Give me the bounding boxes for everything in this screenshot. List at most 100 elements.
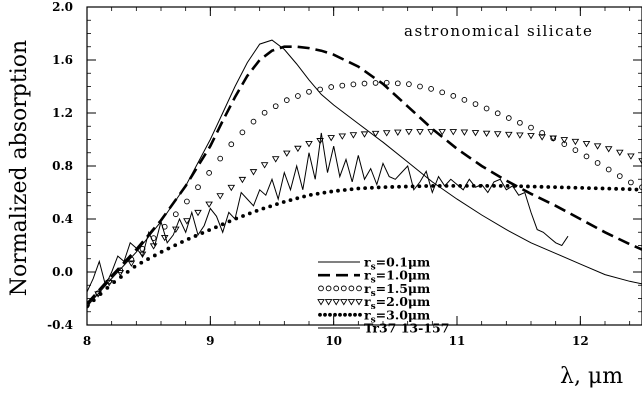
series-4-point — [87, 304, 89, 309]
legend-swatch — [358, 312, 362, 317]
series-4-point — [91, 298, 96, 303]
series-3-point — [371, 130, 380, 138]
series-3-point — [183, 218, 191, 225]
series-3-point — [471, 130, 480, 137]
series-2-point — [328, 84, 335, 90]
series-4-point — [539, 184, 544, 189]
series-4-point — [132, 264, 137, 269]
series-4-point — [370, 185, 374, 190]
series-4-point — [302, 194, 306, 199]
series-2-point — [428, 86, 434, 92]
series-4-point — [546, 185, 551, 189]
series-4-point — [295, 196, 300, 201]
series-4-point — [356, 186, 361, 191]
series-3-point — [505, 131, 513, 139]
series-2-point — [195, 184, 201, 191]
series-4-point — [620, 187, 625, 191]
y-axis-title: Normalized absorption — [7, 40, 32, 296]
series-2-point — [217, 155, 224, 162]
series-4-point — [593, 186, 598, 191]
series-3-point — [294, 145, 302, 153]
series-4-point — [98, 292, 103, 296]
legend-label-value: =2.0μm — [376, 294, 431, 309]
legend-item: rs=1.0μm — [318, 268, 430, 286]
series-2-point — [594, 160, 601, 166]
series-4-point — [627, 187, 632, 192]
series-2-point — [483, 105, 490, 112]
legend-swatch — [340, 285, 347, 292]
series-3-point — [327, 135, 335, 142]
series-4-point — [519, 184, 524, 189]
series-3-point — [493, 131, 502, 138]
series-4-point — [383, 185, 388, 190]
series-3-point — [549, 135, 557, 142]
series-4-point — [403, 184, 408, 189]
legend-label-main: r — [364, 294, 371, 309]
series-2-point — [494, 110, 501, 117]
series-3-point — [249, 169, 258, 176]
series-4-point — [390, 185, 395, 189]
series-4-point — [105, 285, 110, 290]
legend-swatch — [348, 285, 355, 292]
series-2-point — [261, 109, 268, 116]
legend-label-value: =1.0μm — [376, 268, 431, 283]
series-2-point — [417, 83, 423, 90]
series-3-point — [172, 226, 180, 233]
series-2-point — [583, 153, 590, 160]
legend-label-subscript: s — [371, 302, 376, 312]
series-2-point — [228, 141, 235, 148]
series-4-point — [308, 192, 313, 197]
series-2-point — [283, 97, 290, 103]
series-4-point — [485, 183, 490, 188]
series-2-point — [87, 302, 90, 308]
legend-item: rs=0.1μm — [318, 255, 430, 273]
legend-swatch — [343, 312, 347, 317]
series-4-point — [580, 186, 585, 190]
legend-swatch — [340, 299, 348, 306]
series-3-point — [349, 132, 358, 139]
series-4-point — [376, 185, 381, 190]
legend-label-subscript: s — [371, 276, 376, 286]
series-4-point — [587, 186, 591, 190]
series-4-point — [254, 208, 259, 213]
legend-swatch — [333, 312, 337, 317]
series-4-point — [553, 185, 557, 190]
series-2-point — [239, 129, 246, 136]
series-4-point — [261, 206, 266, 211]
series-3-point — [416, 129, 424, 136]
series-4-point — [213, 225, 218, 230]
series-2-point — [517, 119, 523, 126]
legend-label-value: =0.1μm — [376, 255, 431, 270]
series-2-point — [172, 211, 179, 218]
series-3-point — [271, 156, 280, 163]
x-tick-label: 8 — [83, 334, 91, 348]
series-4-point — [329, 189, 334, 194]
series-4-point — [600, 186, 605, 191]
series-2-point — [383, 79, 390, 86]
series-4-point — [322, 190, 327, 195]
series-2-point — [450, 93, 457, 99]
series-4-point — [607, 186, 612, 191]
series-4-point — [241, 214, 245, 218]
series-4-point — [112, 280, 117, 284]
legend-item: Tr37 13-157 — [318, 321, 449, 336]
x-tick-label: 9 — [206, 334, 214, 348]
series-3-point — [360, 131, 369, 138]
series-4-point — [451, 183, 456, 188]
legend-swatch — [325, 285, 332, 292]
series-3-point — [560, 137, 569, 144]
y-tick-label: 2.0 — [52, 0, 73, 14]
y-axis-ticks: -0.4 0.0 0.4 0.8 1.2 1.6 2.0 — [47, 0, 642, 332]
series-3-point — [460, 129, 469, 136]
y-tick-label: -0.4 — [47, 318, 73, 332]
series-4-point — [532, 184, 537, 189]
y-tick-label: 1.2 — [52, 106, 73, 120]
legend-item: rs=2.0μm — [317, 294, 431, 312]
series-3-point — [449, 129, 458, 136]
series-4-point — [288, 198, 293, 203]
legend-swatch — [332, 299, 340, 306]
series-2-point — [361, 80, 368, 87]
legend-swatch — [318, 285, 324, 292]
series-3-point — [238, 176, 247, 184]
legend-label: rs=3.0μm — [364, 307, 430, 325]
